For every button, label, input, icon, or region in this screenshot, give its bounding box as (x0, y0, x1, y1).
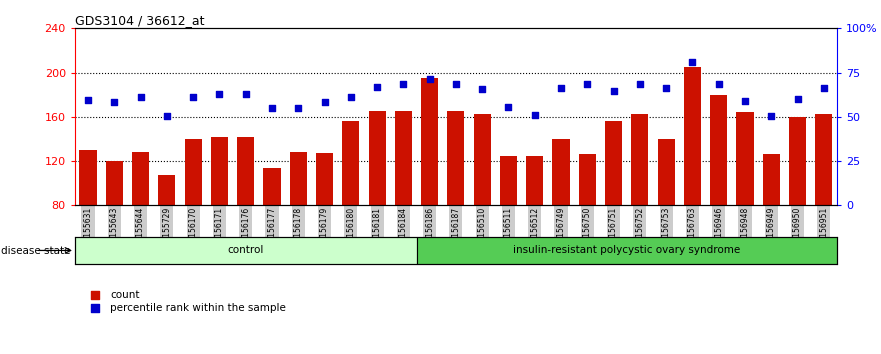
Bar (448, 111, 464, 205)
Point (738, 98, 752, 104)
Bar (417, 237, 837, 264)
Point (239, 91, 253, 96)
Point (423, 76, 437, 82)
Bar (342, 121, 359, 205)
Bar (106, 161, 122, 205)
Bar (789, 117, 806, 205)
Text: GDS3104 / 36612_at: GDS3104 / 36612_at (75, 14, 204, 27)
Text: disease state: disease state (1, 246, 70, 256)
Bar (159, 176, 175, 205)
Bar (185, 139, 202, 205)
Bar (552, 139, 570, 205)
Point (475, 86, 489, 92)
Bar (132, 152, 149, 205)
Point (396, 81, 411, 86)
Point (265, 105, 279, 111)
Point (817, 85, 831, 91)
Bar (263, 168, 280, 205)
Bar (605, 121, 622, 205)
Bar (368, 111, 386, 205)
Legend: count, percentile rank within the sample: count, percentile rank within the sample (80, 286, 291, 317)
Bar (763, 154, 780, 205)
Point (581, 81, 595, 86)
Bar (421, 78, 438, 205)
Point (370, 84, 384, 90)
Point (107, 99, 122, 105)
Bar (75, 237, 417, 264)
Point (501, 104, 515, 110)
Bar (237, 137, 255, 205)
Point (81, 97, 95, 103)
Bar (211, 137, 228, 205)
Point (528, 112, 542, 118)
Point (790, 96, 804, 102)
Point (344, 94, 358, 100)
Point (292, 105, 306, 111)
Bar (710, 95, 727, 205)
Bar (395, 111, 412, 205)
Point (712, 81, 726, 86)
Bar (500, 155, 517, 205)
Bar (290, 152, 307, 205)
Bar (632, 114, 648, 205)
Point (659, 85, 673, 91)
Point (764, 113, 778, 119)
Point (554, 85, 568, 91)
Point (186, 94, 200, 100)
Point (633, 81, 647, 86)
Point (685, 59, 700, 64)
Bar (526, 155, 544, 205)
Point (134, 94, 148, 100)
Text: control: control (227, 245, 264, 256)
Point (606, 88, 620, 94)
Bar (316, 153, 333, 205)
Bar (579, 154, 596, 205)
Point (448, 81, 463, 86)
Text: insulin-resistant polycystic ovary syndrome: insulin-resistant polycystic ovary syndr… (513, 245, 740, 256)
Bar (684, 67, 701, 205)
Bar (815, 114, 833, 205)
Point (317, 99, 331, 105)
Point (159, 113, 174, 119)
Bar (79, 150, 97, 205)
Bar (737, 113, 753, 205)
Bar (657, 139, 675, 205)
Bar (474, 114, 491, 205)
Point (212, 91, 226, 96)
